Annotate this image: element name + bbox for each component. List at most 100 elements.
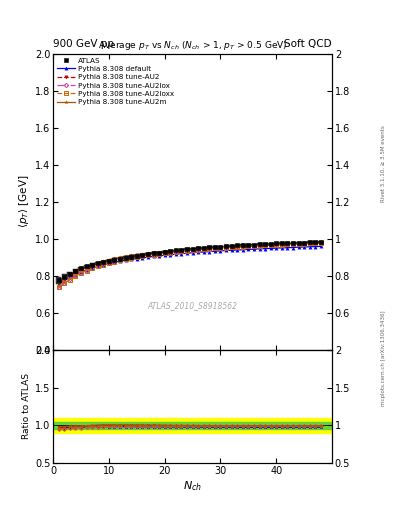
Pythia 8.308 tune-AU2	[162, 249, 167, 255]
Pythia 8.308 default	[291, 244, 296, 250]
Pythia 8.308 default	[190, 250, 195, 256]
Pythia 8.308 tune-AU2loxx	[252, 243, 256, 249]
Pythia 8.308 tune-AU2lox	[134, 253, 139, 260]
Bar	[123, 257, 128, 259]
Pythia 8.308 default	[90, 265, 94, 271]
Pythia 8.308 tune-AU2loxx	[241, 244, 245, 250]
ATLAS	[246, 242, 251, 248]
Bar	[318, 241, 323, 243]
Y-axis label: $\langle p_T \rangle$ [GeV]: $\langle p_T \rangle$ [GeV]	[17, 175, 31, 228]
ATLAS	[307, 239, 312, 245]
Line: Pythia 8.308 tune-AU2m: Pythia 8.308 tune-AU2m	[57, 240, 323, 285]
Bar	[257, 244, 262, 245]
Pythia 8.308 tune-AU2loxx	[302, 241, 307, 247]
Pythia 8.308 tune-AU2	[257, 243, 262, 249]
Bar	[90, 264, 95, 266]
Pythia 8.308 tune-AU2m	[90, 262, 94, 268]
Line: Pythia 8.308 tune-AU2lox: Pythia 8.308 tune-AU2lox	[57, 241, 322, 289]
Pythia 8.308 default	[68, 274, 72, 281]
Pythia 8.308 default	[201, 249, 206, 255]
Pythia 8.308 tune-AU2loxx	[107, 260, 111, 266]
Pythia 8.308 tune-AU2	[134, 252, 139, 259]
Pythia 8.308 tune-AU2lox	[56, 284, 61, 290]
ATLAS	[90, 262, 94, 268]
Pythia 8.308 default	[62, 278, 66, 284]
Pythia 8.308 tune-AU2lox	[107, 260, 111, 266]
Pythia 8.308 tune-AU2lox	[118, 257, 122, 263]
Pythia 8.308 default	[224, 247, 228, 253]
Pythia 8.308 tune-AU2m	[224, 244, 228, 250]
Pythia 8.308 default	[235, 247, 240, 253]
ATLAS	[274, 241, 279, 247]
Pythia 8.308 tune-AU2m	[285, 241, 290, 247]
Pythia 8.308 tune-AU2m	[190, 246, 195, 252]
Pythia 8.308 tune-AU2m	[145, 250, 150, 256]
Pythia 8.308 default	[207, 248, 212, 254]
Pythia 8.308 tune-AU2m	[196, 245, 200, 251]
ATLAS	[279, 240, 284, 246]
Pythia 8.308 tune-AU2m	[129, 252, 134, 259]
Pythia 8.308 tune-AU2	[213, 245, 217, 251]
Pythia 8.308 tune-AU2	[302, 241, 307, 247]
Pythia 8.308 tune-AU2loxx	[134, 254, 139, 260]
ATLAS	[190, 246, 195, 252]
Pythia 8.308 tune-AU2lox	[140, 252, 145, 259]
Pythia 8.308 tune-AU2lox	[229, 244, 234, 250]
Pythia 8.308 tune-AU2lox	[129, 254, 134, 261]
ATLAS	[196, 245, 200, 251]
Pythia 8.308 tune-AU2	[185, 247, 189, 253]
Pythia 8.308 tune-AU2m	[185, 246, 189, 252]
Pythia 8.308 tune-AU2loxx	[62, 281, 66, 287]
Pythia 8.308 default	[241, 247, 245, 253]
ATLAS	[145, 251, 150, 257]
Bar	[67, 271, 72, 276]
Pythia 8.308 tune-AU2loxx	[190, 247, 195, 253]
ATLAS	[285, 240, 290, 246]
ATLAS	[68, 271, 72, 277]
Pythia 8.308 tune-AU2loxx	[95, 263, 100, 269]
Bar	[190, 248, 195, 250]
Bar	[129, 255, 134, 258]
Pythia 8.308 tune-AU2lox	[285, 241, 290, 247]
Pythia 8.308 tune-AU2	[107, 258, 111, 264]
Pythia 8.308 default	[79, 269, 83, 275]
Bar	[84, 265, 89, 268]
ATLAS	[241, 242, 245, 248]
Pythia 8.308 tune-AU2	[241, 244, 245, 250]
Pythia 8.308 default	[263, 246, 268, 252]
ATLAS	[224, 243, 228, 249]
ATLAS	[291, 240, 296, 246]
Pythia 8.308 tune-AU2	[84, 264, 89, 270]
Pythia 8.308 tune-AU2loxx	[162, 250, 167, 256]
ATLAS	[157, 249, 162, 255]
Pythia 8.308 tune-AU2	[196, 246, 200, 252]
Pythia 8.308 tune-AU2	[190, 247, 195, 253]
Pythia 8.308 tune-AU2loxx	[129, 255, 134, 261]
Pythia 8.308 tune-AU2m	[173, 247, 178, 253]
Bar	[62, 274, 67, 279]
Pythia 8.308 tune-AU2m	[95, 260, 100, 266]
Pythia 8.308 default	[168, 252, 173, 258]
Pythia 8.308 tune-AU2loxx	[229, 244, 234, 250]
Bar	[140, 254, 145, 255]
Pythia 8.308 tune-AU2lox	[319, 240, 323, 246]
Pythia 8.308 tune-AU2lox	[235, 244, 240, 250]
Bar	[207, 246, 212, 248]
Pythia 8.308 default	[56, 282, 61, 288]
Bar	[252, 244, 257, 245]
Pythia 8.308 tune-AU2loxx	[285, 241, 290, 247]
Pythia 8.308 tune-AU2loxx	[112, 259, 117, 265]
Pythia 8.308 tune-AU2	[140, 252, 145, 258]
ATLAS	[129, 253, 134, 260]
Pythia 8.308 tune-AU2	[307, 241, 312, 247]
Pythia 8.308 default	[140, 255, 145, 261]
Pythia 8.308 tune-AU2	[229, 244, 234, 250]
Pythia 8.308 tune-AU2	[90, 262, 94, 268]
Pythia 8.308 default	[162, 252, 167, 259]
ATLAS	[112, 257, 117, 263]
ATLAS	[296, 240, 301, 246]
Pythia 8.308 default	[196, 249, 200, 255]
Pythia 8.308 tune-AU2loxx	[207, 246, 212, 252]
ATLAS	[235, 242, 240, 248]
Pythia 8.308 tune-AU2m	[207, 244, 212, 250]
